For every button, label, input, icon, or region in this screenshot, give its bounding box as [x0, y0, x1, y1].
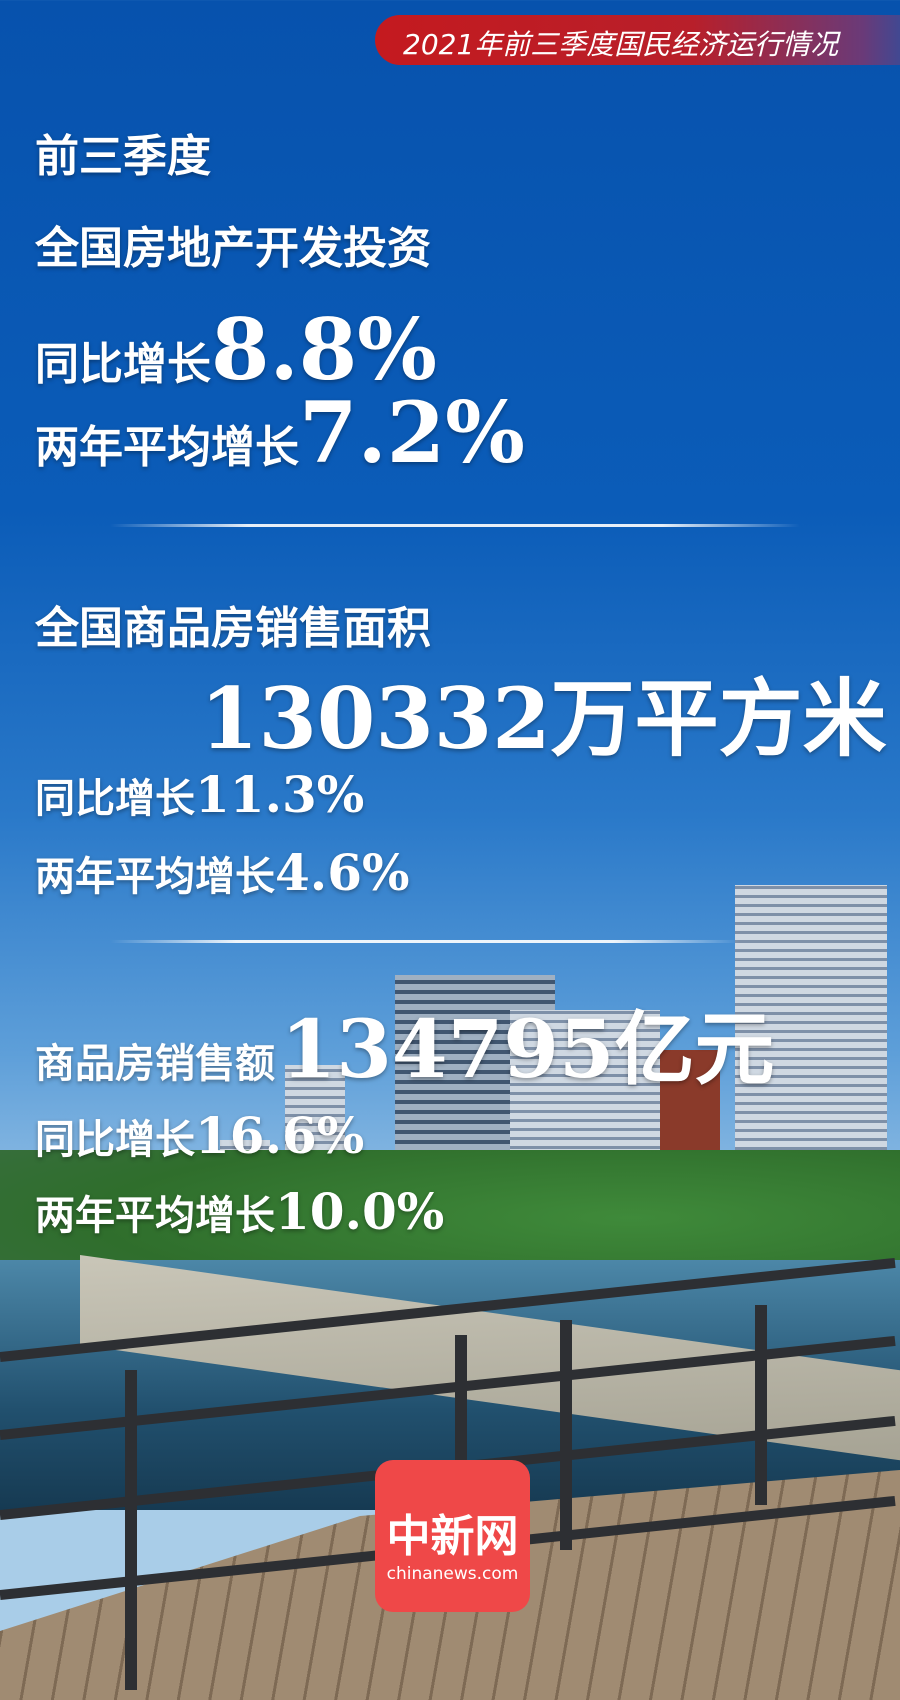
avg-label: 两年平均增长 — [35, 854, 275, 900]
logo-name: 中新网 — [386, 1511, 519, 1562]
section3-value: 134795亿元 — [280, 1002, 775, 1096]
yoy-label: 同比增长 — [35, 776, 195, 822]
section1-yoy: 同比增长8.8% — [35, 300, 437, 399]
yoy-value: 16.6% — [195, 1106, 365, 1165]
divider — [110, 524, 800, 527]
yoy-label: 同比增长 — [35, 1117, 195, 1163]
section1-avg: 两年平均增长7.2% — [35, 383, 525, 482]
avg-value: 7.2% — [299, 383, 525, 482]
banner-title: 2021年前三季度国民经济运行情况 — [403, 28, 839, 61]
avg-label: 两年平均增长 — [35, 422, 299, 473]
avg-value: 4.6% — [275, 843, 410, 902]
section2-value: 130332万平方米 — [200, 669, 887, 768]
avg-label: 两年平均增长 — [35, 1193, 275, 1239]
section3-headline: 商品房销售额 134795亿元 — [35, 985, 775, 1101]
yoy-value: 11.3% — [195, 765, 365, 824]
section2-avg: 两年平均增长4.6% — [35, 843, 410, 902]
chinanews-logo: 中新网 chinanews.com — [375, 1460, 530, 1612]
header-banner: 2021年前三季度国民经济运行情况 — [375, 15, 900, 65]
section2-yoy: 同比增长11.3% — [35, 765, 364, 824]
avg-value: 10.0% — [275, 1182, 445, 1241]
section3-title: 商品房销售额 — [35, 1041, 275, 1087]
yoy-label: 同比增长 — [35, 339, 211, 390]
section2-title: 全国商品房销售面积 — [35, 603, 431, 654]
divider — [110, 940, 740, 943]
section1-line2: 全国房地产开发投资 — [35, 223, 431, 274]
logo-domain: chinanews.com — [386, 1564, 519, 1584]
section3-avg: 两年平均增长10.0% — [35, 1182, 444, 1241]
yoy-value: 8.8% — [211, 300, 437, 399]
section3-yoy: 同比增长16.6% — [35, 1106, 364, 1165]
section1-line1: 前三季度 — [35, 131, 211, 182]
